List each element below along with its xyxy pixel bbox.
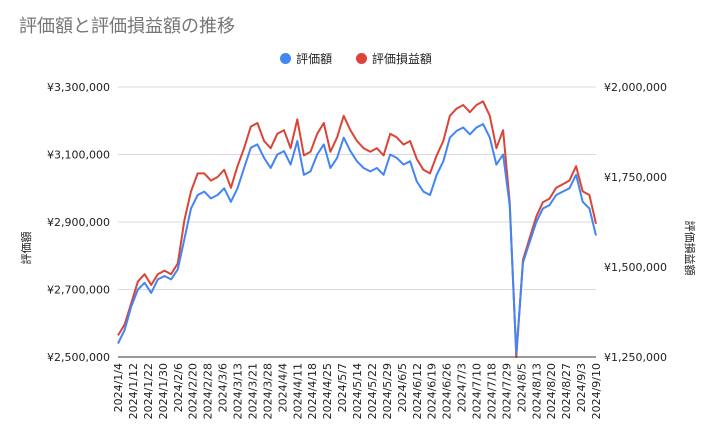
y-left-tick-label: ¥2,700,000 <box>47 284 110 297</box>
gridlines <box>118 86 596 290</box>
legend-label-gain: 評価損益額 <box>371 52 432 66</box>
legend-item-gain: 評価損益額 <box>355 50 432 67</box>
x-tick-label: 2024/6/12 <box>411 363 424 419</box>
x-tick-label: 2024/3/13 <box>232 363 245 419</box>
x-tick-label: 2024/5/29 <box>381 363 394 419</box>
y-left-tick-label: ¥3,300,000 <box>47 81 110 94</box>
x-tick-label: 2024/8/27 <box>560 363 573 419</box>
x-tick-label: 2024/3/6 <box>217 363 230 412</box>
y-right-tick-label: ¥1,500,000 <box>604 261 667 274</box>
x-tick-label: 2024/2/28 <box>202 363 215 419</box>
x-tick-label: 2024/6/5 <box>396 363 409 412</box>
chart-title: 評価額と評価損益額の推移 <box>19 16 235 37</box>
x-tick-label: 2024/5/7 <box>336 363 349 412</box>
x-tick-label: 2024/7/10 <box>471 363 484 419</box>
series-lines <box>117 100 597 358</box>
x-tick-label: 2024/1/12 <box>127 363 140 419</box>
x-tick-label: 2024/6/26 <box>441 363 454 419</box>
legend-dot-icon <box>280 53 292 64</box>
x-tick-label: 2024/8/5 <box>515 363 528 412</box>
y-left-tick-label: ¥2,500,000 <box>47 351 110 364</box>
x-tick-label: 2024/2/20 <box>187 363 200 419</box>
x-axis-ticks: 2024/1/4 2024/1/12 2024/1/22 2024/1/30 2024/… <box>112 363 603 419</box>
x-tick-label: 2024/2/6 <box>172 363 185 412</box>
x-tick-label: 2024/3/21 <box>246 363 259 419</box>
x-tick-label: 2024/1/4 <box>112 363 125 412</box>
y-axis-left-label: 評価額 <box>19 232 33 265</box>
x-tick-label: 2024/8/13 <box>530 363 543 419</box>
legend-label-valuation: 評価額 <box>296 52 333 66</box>
y-right-tick-label: ¥2,000,000 <box>604 81 667 94</box>
x-tick-label: 2024/7/29 <box>500 363 513 419</box>
x-tick-label: 2024/3/28 <box>261 363 274 419</box>
x-tick-label: 2024/4/11 <box>291 363 304 419</box>
x-tick-label: 2024/1/22 <box>142 363 155 419</box>
x-tick-label: 2024/6/19 <box>426 363 439 419</box>
x-tick-label: 2024/5/14 <box>351 363 364 419</box>
x-tick-label: 2024/7/18 <box>485 363 498 419</box>
y-left-tick-label: ¥3,100,000 <box>47 149 110 162</box>
x-tick-label: 2024/5/22 <box>366 363 379 419</box>
x-tick-label: 2024/7/3 <box>456 363 469 412</box>
x-tick-label: 2024/8/20 <box>545 363 558 419</box>
series-line-valuation <box>117 123 597 355</box>
y-right-tick-label: ¥1,250,000 <box>604 351 667 364</box>
x-tick-label: 2024/9/10 <box>590 363 603 419</box>
legend: 評価額 評価損益額 <box>0 50 712 67</box>
x-tick-label: 2024/4/18 <box>306 363 319 419</box>
y-axis-left-ticks: ¥2,500,000 ¥2,700,000 ¥2,900,000 ¥3,100,000… <box>47 81 110 364</box>
series-line-gain <box>117 100 597 358</box>
y-right-tick-label: ¥1,750,000 <box>604 171 667 184</box>
x-tick-label: 2024/4/25 <box>321 363 334 419</box>
legend-item-valuation: 評価額 <box>280 50 332 67</box>
x-tick-label: 2024/4/4 <box>276 363 289 412</box>
x-tick-label: 2024/9/3 <box>575 363 588 412</box>
x-tick-label: 2024/1/30 <box>157 363 170 419</box>
y-axis-right-label: 評価損益額 <box>683 221 697 276</box>
y-axis-right-ticks: ¥1,250,000 ¥1,500,000 ¥1,750,000 ¥2,000,000 <box>604 81 667 364</box>
y-left-tick-label: ¥2,900,000 <box>47 216 110 229</box>
legend-dot-icon <box>355 53 367 64</box>
